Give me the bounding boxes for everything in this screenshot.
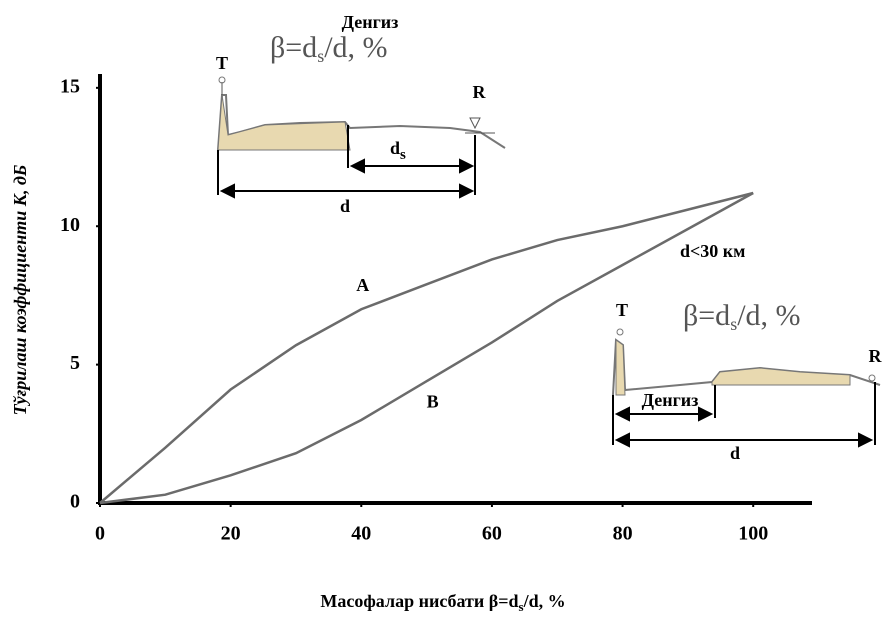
x-tick-label: 60 bbox=[482, 523, 502, 545]
annotation: Денгиз bbox=[642, 390, 699, 410]
annotation: d<30 км bbox=[680, 241, 745, 261]
annotation: β=ds/d, % bbox=[683, 299, 801, 334]
y-tick-label: 10 bbox=[60, 214, 80, 236]
annotation: β=d bbox=[270, 31, 317, 64]
x-tick-label: 0 bbox=[95, 523, 105, 545]
series-label: B bbox=[427, 391, 439, 411]
y-axis-label: Тўғрилаш коэффициенти К, дБ bbox=[10, 165, 30, 416]
x-tick-label: 80 bbox=[613, 523, 633, 545]
annotation: s bbox=[730, 314, 737, 334]
series-label: A bbox=[356, 275, 369, 295]
x-axis-label: Масофалар нисбати β=ds/d, % bbox=[320, 591, 565, 614]
x-axis-label: /d, % bbox=[523, 591, 566, 611]
annotation: β=d bbox=[683, 299, 730, 332]
y-tick-label: 5 bbox=[70, 352, 80, 374]
x-tick-label: 20 bbox=[221, 523, 241, 545]
annotation: R bbox=[473, 82, 487, 102]
annotation: s bbox=[317, 46, 324, 66]
annotation: /d, % bbox=[324, 31, 387, 64]
inset-top bbox=[218, 77, 505, 197]
annotation: T bbox=[216, 53, 228, 73]
x-axis-label: Масофалар нисбати β=d bbox=[320, 591, 518, 611]
annotation: R bbox=[869, 346, 883, 366]
annotation: Денгиз bbox=[342, 12, 399, 32]
inset-bottom bbox=[613, 329, 880, 446]
annotation: /d, % bbox=[737, 299, 800, 332]
annotation: d bbox=[730, 443, 740, 463]
annotation: ds bbox=[390, 138, 406, 163]
series-line bbox=[100, 193, 753, 503]
chart: Денгиз T β=ds/d, % R ds d d<30 км T β=ds… bbox=[0, 0, 887, 618]
x-tick-label: 40 bbox=[351, 523, 371, 545]
annotation: β=ds/d, % bbox=[270, 31, 388, 66]
annotation: d bbox=[340, 196, 350, 216]
x-tick-label: 100 bbox=[738, 523, 768, 545]
annotation: T bbox=[616, 300, 628, 320]
annotation: d bbox=[390, 138, 400, 158]
annotation: s bbox=[400, 147, 406, 163]
y-tick-label: 0 bbox=[70, 491, 80, 513]
series-line bbox=[100, 193, 753, 503]
y-tick-label: 15 bbox=[60, 75, 80, 97]
